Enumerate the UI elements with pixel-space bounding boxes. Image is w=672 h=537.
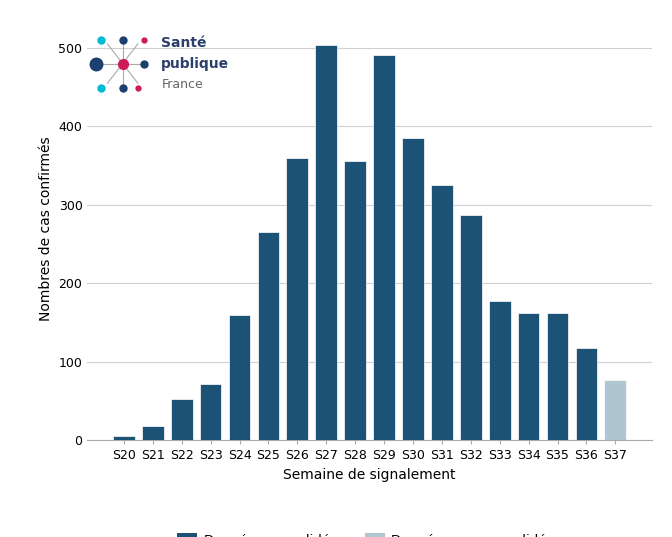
Text: Santé: Santé [161, 35, 207, 49]
Bar [344, 162, 366, 440]
Bar [142, 426, 163, 440]
Bar [489, 301, 511, 440]
Bar [373, 55, 395, 440]
Bar [576, 347, 597, 440]
Bar [517, 313, 540, 440]
Bar [286, 157, 308, 440]
Bar [171, 400, 192, 440]
Bar [402, 138, 424, 440]
Bar [257, 232, 280, 440]
Text: France: France [161, 78, 203, 91]
Bar [460, 215, 482, 440]
Bar [113, 437, 134, 440]
Bar [431, 185, 453, 440]
Bar [315, 45, 337, 440]
Bar [605, 380, 626, 440]
Bar [200, 384, 222, 440]
Bar [228, 315, 251, 440]
Legend: Données consolidées, Données non consolidées: Données consolidées, Données non consoli… [172, 528, 567, 537]
X-axis label: Semaine de signalement: Semaine de signalement [284, 468, 456, 482]
Y-axis label: Nombres de cas confirmés: Nombres de cas confirmés [39, 136, 53, 321]
Bar [547, 313, 569, 440]
Text: publique: publique [161, 56, 229, 70]
